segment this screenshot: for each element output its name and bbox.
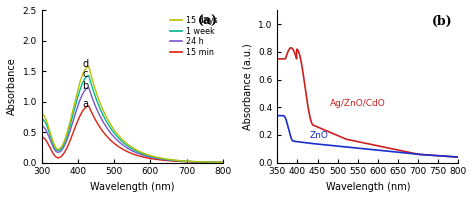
Y-axis label: Absorbance (a.u.): Absorbance (a.u.) xyxy=(243,43,253,130)
Text: b: b xyxy=(82,81,88,91)
X-axis label: Wavelength (nm): Wavelength (nm) xyxy=(90,182,174,192)
Text: Ag/ZnO/CdO: Ag/ZnO/CdO xyxy=(329,99,385,108)
Text: c: c xyxy=(82,69,88,79)
Text: ZnO: ZnO xyxy=(310,131,328,140)
Text: (b): (b) xyxy=(432,15,453,28)
Y-axis label: Absorbance: Absorbance xyxy=(7,58,17,115)
Text: a: a xyxy=(82,99,88,109)
Text: (a): (a) xyxy=(197,15,218,28)
Text: d: d xyxy=(82,60,88,69)
X-axis label: Wavelength (nm): Wavelength (nm) xyxy=(326,182,410,192)
Legend: 15 days, 1 week, 24 h, 15 min: 15 days, 1 week, 24 h, 15 min xyxy=(169,15,219,59)
